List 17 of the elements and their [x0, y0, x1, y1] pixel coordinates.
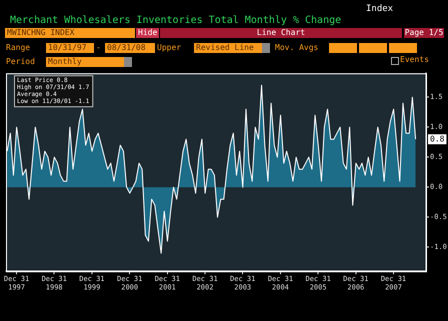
text: 10/31/97 [46, 43, 94, 53]
chart-title: Merchant Wholesalers Inventories Total Monthly % Change [10, 15, 342, 26]
text: Index [366, 4, 394, 14]
annotation: 0.8 [430, 134, 445, 144]
text: Hide [136, 28, 160, 38]
text: Upper [157, 43, 182, 53]
text: 08/31/08 [105, 43, 155, 53]
text: Line Chart [160, 28, 402, 38]
text: Range [6, 43, 30, 53]
text: Page 1/5 [404, 28, 444, 38]
text: MWINCHNG INDEX [5, 28, 135, 38]
text: - [96, 43, 101, 53]
text: Revised Line [194, 43, 264, 53]
text: Mov. Avgs [275, 43, 318, 53]
text: Events [400, 55, 429, 65]
text: Period [6, 57, 35, 67]
text: Monthly [46, 57, 124, 67]
